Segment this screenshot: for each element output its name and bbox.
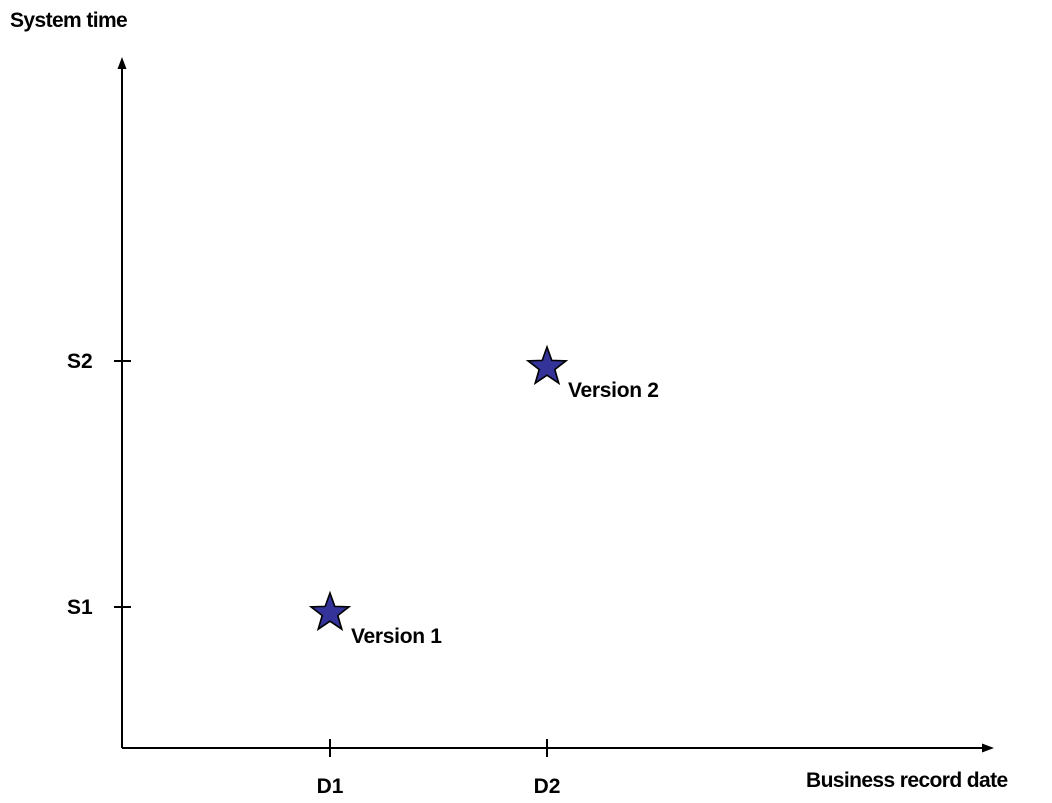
x-axis-arrowhead — [982, 743, 994, 753]
x-axis-title: Business record date — [806, 769, 1008, 792]
star-icon — [525, 344, 569, 386]
y-axis-title: System time — [10, 9, 127, 32]
data-points: Version 1 Version 2 — [308, 344, 659, 648]
y-ticks: S1 S2 — [67, 350, 131, 619]
point-label-2: Version 2 — [568, 379, 659, 402]
star-icon — [308, 590, 352, 632]
axes — [117, 57, 994, 753]
y-axis-arrowhead — [117, 57, 127, 69]
y-tick-label-s2: S2 — [67, 350, 93, 373]
x-tick-label-d1: D1 — [317, 775, 344, 798]
x-ticks: D1 D2 — [317, 739, 561, 798]
x-tick-label-d2: D2 — [534, 775, 561, 798]
point-label-1: Version 1 — [351, 625, 442, 648]
y-tick-label-s1: S1 — [67, 596, 93, 619]
